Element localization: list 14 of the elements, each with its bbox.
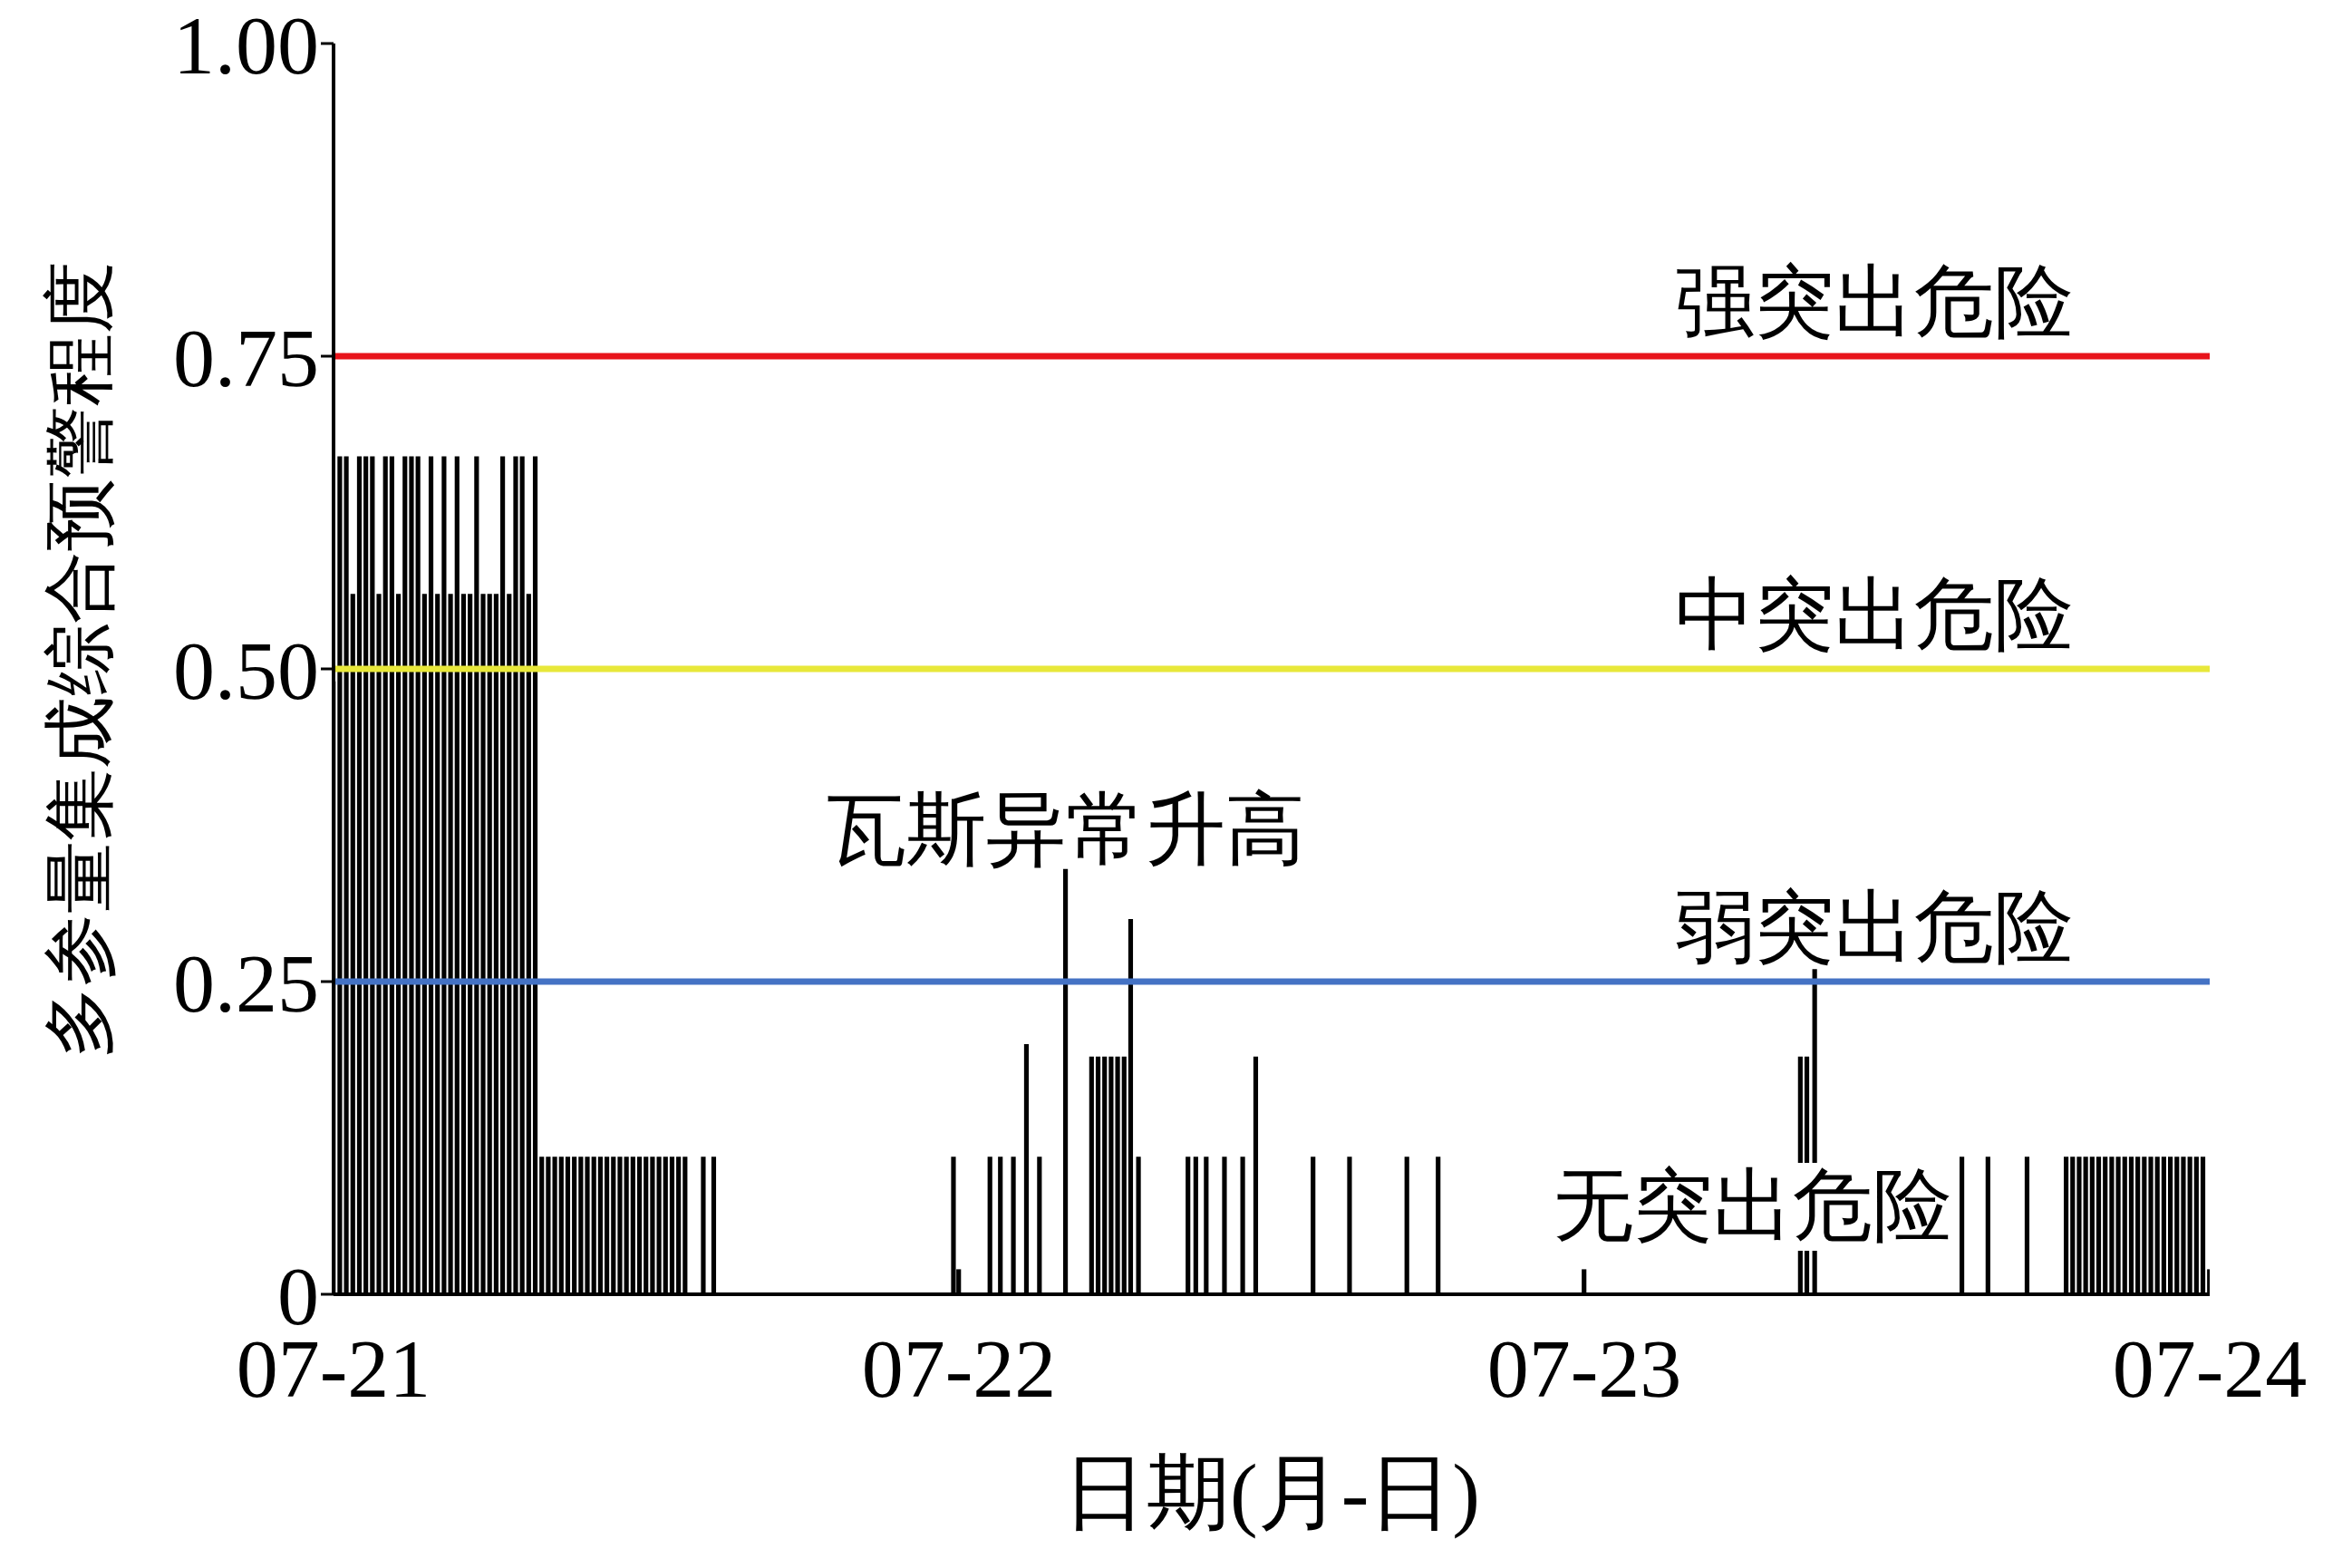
x-tick-label: 07-23: [1486, 1322, 1682, 1416]
ref-line-label: 强突出危险: [1675, 258, 2074, 346]
y-tick-label: 0.75: [173, 311, 319, 404]
x-tick-label: 07-22: [861, 1322, 1057, 1416]
y-axis-title: 多参量集成综合预警程度: [40, 261, 120, 1059]
y-tick-label: 0.50: [173, 624, 319, 717]
annotation: 无突出危险: [1548, 1162, 1958, 1251]
ref-line-label: 中突出危险: [1675, 571, 2074, 659]
x-axis-title: 日期(月-日): [1063, 1447, 1480, 1539]
y-tick-label: 0.25: [173, 936, 319, 1030]
y-tick-label: 1.00: [173, 0, 319, 92]
ref-line-label: 弱突出危险: [1675, 884, 2074, 972]
x-tick-label: 07-24: [2112, 1322, 2308, 1416]
annotation: 瓦斯异常升高: [826, 785, 1305, 874]
